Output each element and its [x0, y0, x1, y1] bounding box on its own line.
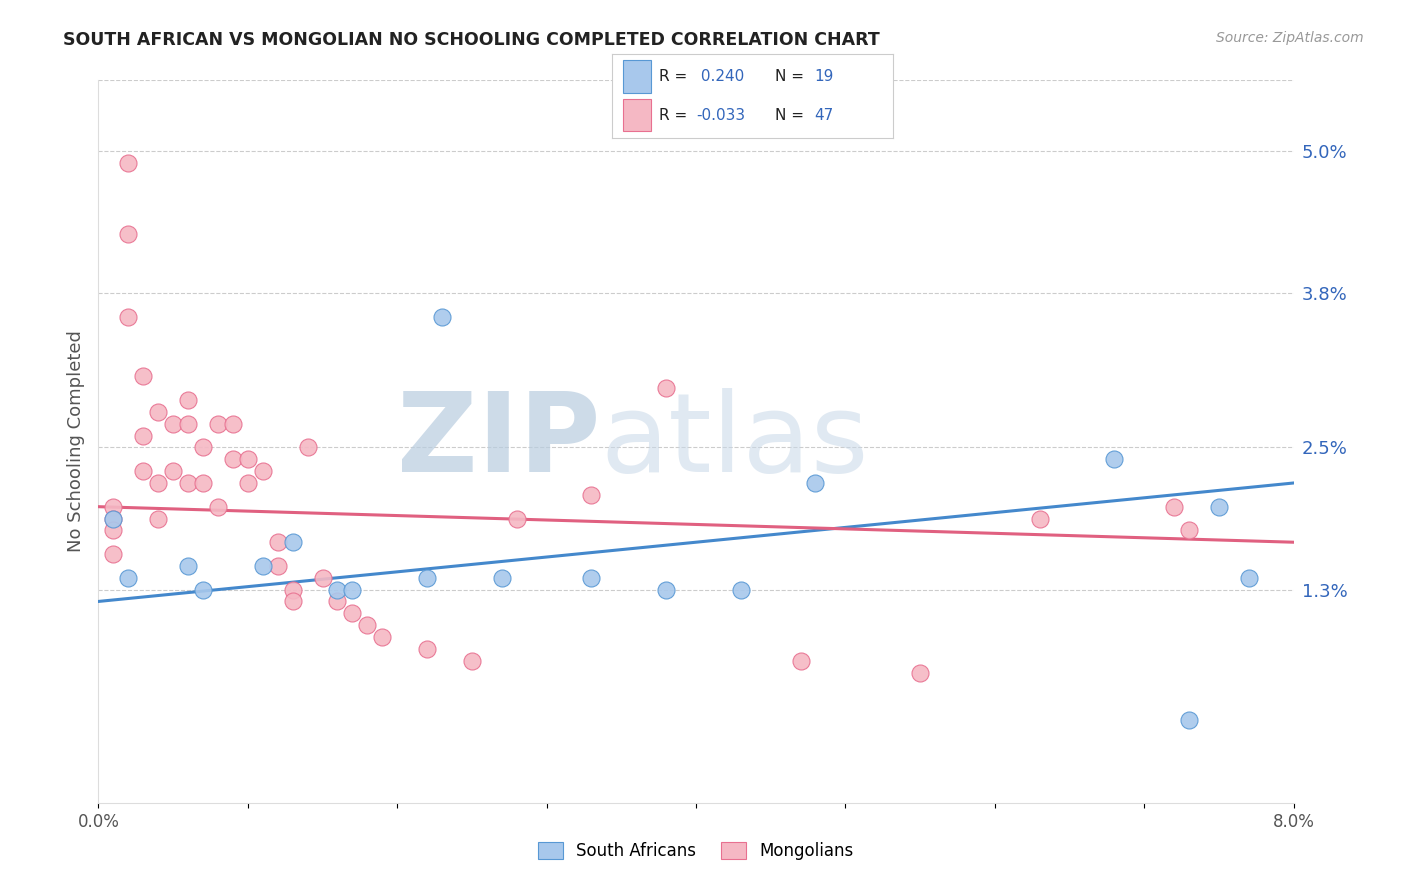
- Y-axis label: No Schooling Completed: No Schooling Completed: [66, 331, 84, 552]
- Point: [281, 594, 304, 608]
- Point: [117, 156, 139, 170]
- Point: [491, 571, 513, 585]
- Text: atlas: atlas: [600, 388, 869, 495]
- Bar: [623, 99, 651, 131]
- Point: [311, 571, 333, 585]
- Point: [132, 369, 155, 384]
- Point: [730, 582, 752, 597]
- Point: [342, 582, 364, 597]
- Point: [177, 475, 200, 490]
- Point: [103, 500, 125, 514]
- Point: [132, 428, 155, 442]
- Point: [1163, 500, 1185, 514]
- Point: [908, 665, 931, 680]
- Point: [222, 417, 245, 431]
- Point: [148, 405, 170, 419]
- Point: [1028, 511, 1050, 525]
- Point: [103, 524, 125, 538]
- Point: [191, 441, 214, 455]
- Point: [162, 464, 184, 478]
- Point: [162, 417, 184, 431]
- Point: [236, 475, 259, 490]
- Point: [222, 452, 245, 467]
- Legend: South Africans, Mongolians: South Africans, Mongolians: [531, 835, 860, 867]
- Text: SOUTH AFRICAN VS MONGOLIAN NO SCHOOLING COMPLETED CORRELATION CHART: SOUTH AFRICAN VS MONGOLIAN NO SCHOOLING …: [63, 31, 880, 49]
- Point: [804, 475, 827, 490]
- Text: N =: N =: [775, 69, 808, 84]
- Point: [177, 393, 200, 408]
- Text: Source: ZipAtlas.com: Source: ZipAtlas.com: [1216, 31, 1364, 45]
- Point: [177, 417, 200, 431]
- Point: [117, 571, 139, 585]
- Point: [326, 594, 349, 608]
- Point: [1104, 452, 1126, 467]
- Text: ZIP: ZIP: [396, 388, 600, 495]
- Text: N =: N =: [775, 108, 808, 123]
- Text: R =: R =: [659, 69, 693, 84]
- Point: [416, 571, 439, 585]
- Text: 47: 47: [814, 108, 834, 123]
- Point: [117, 227, 139, 242]
- Point: [281, 535, 304, 549]
- Point: [252, 464, 274, 478]
- Point: [207, 417, 229, 431]
- Point: [1208, 500, 1230, 514]
- Point: [1178, 713, 1201, 727]
- Point: [252, 558, 274, 573]
- Point: [1237, 571, 1260, 585]
- Point: [416, 641, 439, 656]
- Point: [789, 654, 811, 668]
- Point: [581, 488, 603, 502]
- Point: [177, 558, 200, 573]
- Point: [371, 630, 394, 644]
- Point: [191, 475, 214, 490]
- Point: [267, 535, 290, 549]
- Point: [297, 441, 319, 455]
- Text: 0.240: 0.240: [696, 69, 744, 84]
- Point: [430, 310, 453, 325]
- Text: 19: 19: [814, 69, 834, 84]
- Point: [342, 607, 364, 621]
- Point: [356, 618, 378, 632]
- Text: -0.033: -0.033: [696, 108, 745, 123]
- Point: [103, 547, 125, 561]
- Point: [655, 381, 678, 395]
- Text: R =: R =: [659, 108, 693, 123]
- Point: [148, 475, 170, 490]
- Bar: [623, 61, 651, 93]
- Point: [132, 464, 155, 478]
- Point: [461, 654, 484, 668]
- Point: [148, 511, 170, 525]
- Point: [281, 582, 304, 597]
- Point: [326, 582, 349, 597]
- Point: [1178, 524, 1201, 538]
- Point: [236, 452, 259, 467]
- Point: [267, 558, 290, 573]
- Point: [117, 310, 139, 325]
- Point: [581, 571, 603, 585]
- Point: [207, 500, 229, 514]
- Point: [103, 511, 125, 525]
- Point: [506, 511, 529, 525]
- Point: [191, 582, 214, 597]
- Point: [103, 511, 125, 525]
- Point: [655, 582, 678, 597]
